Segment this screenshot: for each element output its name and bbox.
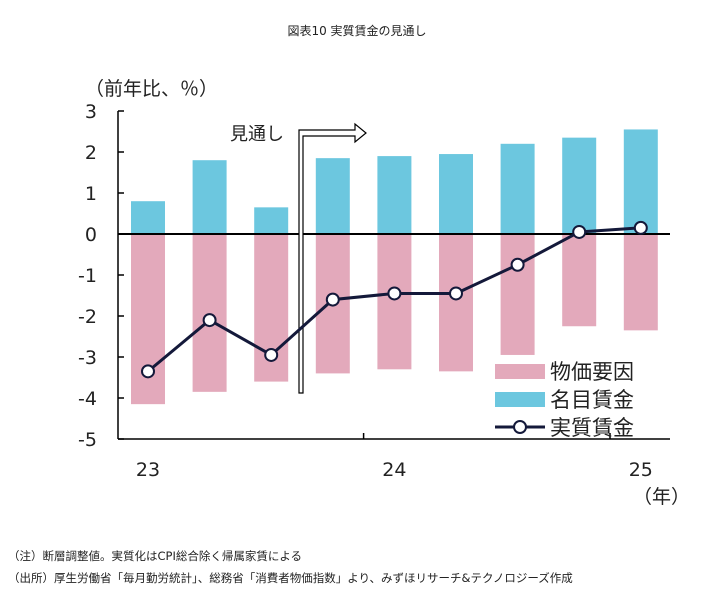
legend-marker xyxy=(513,420,527,434)
point-実質賃金 xyxy=(633,220,648,235)
projection-label: 見通し xyxy=(230,124,284,145)
point-実質賃金 xyxy=(510,257,525,272)
bar-物価要因 xyxy=(623,234,658,331)
bar-名目賃金 xyxy=(254,207,289,234)
chart-note: （注）断層調整値。実質化はCPI総合除く帰属家賃による xyxy=(8,549,303,563)
y-tick-label: -4 xyxy=(78,388,97,410)
x-tick-label: 25 xyxy=(629,459,653,481)
bar-物価要因 xyxy=(377,234,412,370)
legend-swatch xyxy=(495,364,545,379)
legend-label: 名目賃金 xyxy=(550,388,634,412)
y-tick-label: -5 xyxy=(78,429,97,451)
bar-物価要因 xyxy=(192,234,227,392)
bar-名目賃金 xyxy=(500,143,535,234)
point-実質賃金 xyxy=(141,364,155,379)
y-tick-label: -2 xyxy=(78,306,97,328)
y-tick-label: 0 xyxy=(85,224,97,246)
bar-名目賃金 xyxy=(192,160,227,234)
bar-物価要因 xyxy=(500,234,535,355)
point-実質賃金 xyxy=(572,224,587,239)
point-実質賃金 xyxy=(325,292,340,307)
y-tick-label: -1 xyxy=(78,265,97,287)
y-tick-label: 1 xyxy=(85,183,97,205)
legend-label: 実質賃金 xyxy=(550,416,634,440)
bar-名目賃金 xyxy=(377,156,412,234)
bar-名目賃金 xyxy=(131,201,165,234)
bar-名目賃金 xyxy=(439,154,473,234)
point-実質賃金 xyxy=(387,286,402,301)
chart-source: （出所）厚生労働省「毎月勤労統計」、総務省「消費者物価指数」より、みずほリサーチ… xyxy=(8,571,573,585)
bar-名目賃金 xyxy=(315,158,350,234)
y-tick-label: 3 xyxy=(85,101,97,123)
bar-名目賃金 xyxy=(562,137,597,234)
chart-title: 図表10 実質賃金の見通し xyxy=(287,24,427,38)
legend-swatch xyxy=(495,392,545,407)
y-tick-label: 2 xyxy=(85,142,97,164)
point-実質賃金 xyxy=(449,286,463,301)
x-axis-label: （年） xyxy=(633,486,690,508)
bar-物価要因 xyxy=(439,234,473,372)
x-tick-label: 24 xyxy=(382,459,406,481)
legend-label: 物価要因 xyxy=(550,360,634,384)
bar-物価要因 xyxy=(131,234,165,405)
x-tick-label: 23 xyxy=(136,459,160,481)
projection-arrow xyxy=(298,122,367,394)
y-axis-label: （前年比、％） xyxy=(85,78,218,100)
point-実質賃金 xyxy=(264,347,279,362)
point-実質賃金 xyxy=(202,313,217,328)
bar-名目賃金 xyxy=(623,129,658,234)
bar-物価要因 xyxy=(562,234,597,327)
y-tick-label: -3 xyxy=(78,347,97,369)
